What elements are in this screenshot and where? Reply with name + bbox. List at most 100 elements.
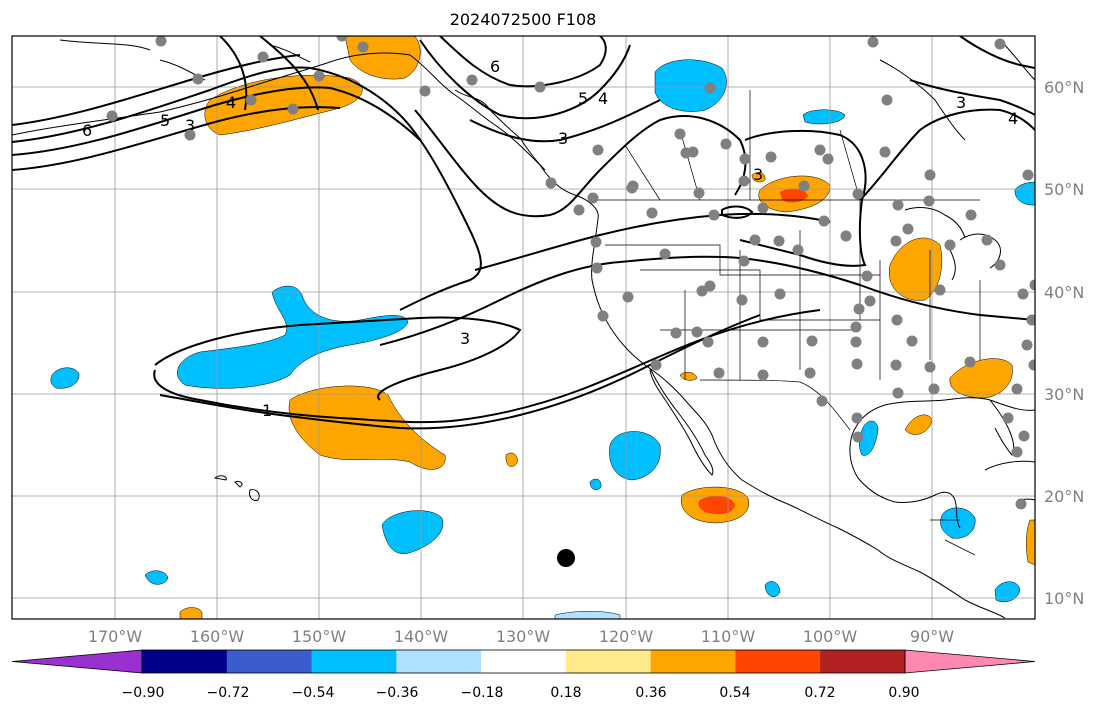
map-panel bbox=[12, 36, 1035, 619]
contour-label: 4 bbox=[598, 89, 608, 108]
station-marker bbox=[693, 187, 705, 199]
contour-label: 5 bbox=[578, 89, 588, 108]
contour-outer-north bbox=[12, 66, 482, 311]
contour-label: 1 bbox=[262, 401, 272, 420]
station-marker bbox=[184, 129, 196, 141]
contour-small-loop bbox=[721, 205, 754, 219]
lat-tick-label: 20°N bbox=[1044, 487, 1084, 506]
blue-patch-canada-north bbox=[654, 59, 727, 112]
lon-tick-label: 100°W bbox=[803, 627, 858, 646]
colorbar-segment bbox=[650, 650, 736, 673]
station-marker bbox=[890, 235, 902, 247]
colorbar-segment bbox=[565, 650, 652, 673]
station-marker bbox=[861, 270, 873, 282]
colorbar-segment bbox=[311, 650, 397, 673]
station-marker bbox=[890, 359, 902, 371]
station-marker bbox=[257, 51, 269, 63]
colorbar-tick-label: 0.72 bbox=[804, 685, 835, 701]
contour-ridge-ne-2 bbox=[259, 36, 319, 111]
latitude-labels: 10°N 20°N 30°N 40°N 50°N 60°N bbox=[1044, 78, 1084, 608]
station-marker bbox=[814, 144, 826, 156]
colorbar-tick-label: 0.54 bbox=[719, 685, 750, 701]
station-marker bbox=[1018, 430, 1030, 442]
station-marker bbox=[1017, 288, 1029, 300]
station-marker bbox=[765, 151, 777, 163]
contour-pacific-north bbox=[474, 212, 831, 271]
orange-patch-hawaii-ne bbox=[288, 385, 446, 470]
station-marker bbox=[816, 395, 828, 407]
station-marker bbox=[1002, 412, 1014, 424]
station-marker bbox=[934, 284, 946, 296]
lat-tick-label: 60°N bbox=[1044, 78, 1084, 97]
orange-patch-bottom bbox=[179, 607, 203, 619]
blue-patch-east-edge bbox=[1014, 181, 1035, 206]
station-marker bbox=[851, 412, 863, 424]
station-marker bbox=[738, 175, 750, 187]
lat-tick-label: 10°N bbox=[1044, 589, 1084, 608]
colorbar-segment bbox=[820, 650, 906, 673]
station-marker bbox=[736, 294, 748, 306]
station-marker bbox=[720, 138, 732, 150]
station-marker bbox=[622, 291, 634, 303]
lon-tick-label: 140°W bbox=[394, 627, 449, 646]
blue-patch-small-3 bbox=[764, 581, 781, 597]
map-title: 2024072500 F108 bbox=[449, 10, 597, 29]
station-marker bbox=[336, 36, 348, 42]
contour-label: 3 bbox=[753, 165, 763, 184]
lon-tick-label: 160°W bbox=[190, 627, 245, 646]
station-marker bbox=[106, 110, 118, 122]
station-marker bbox=[1028, 359, 1035, 371]
station-marker bbox=[738, 255, 750, 267]
station-marker bbox=[650, 359, 662, 371]
map-border bbox=[11, 35, 1036, 620]
contour-5-b bbox=[419, 39, 631, 120]
orange-patch-small-1 bbox=[505, 452, 518, 467]
station-marker bbox=[850, 321, 862, 333]
orange-patch-iowa bbox=[888, 237, 943, 301]
station-marker bbox=[902, 223, 914, 235]
station-marker bbox=[994, 259, 1006, 271]
coastlines bbox=[12, 39, 1035, 619]
lon-tick-label: 130°W bbox=[496, 627, 551, 646]
red-patch-dakotas bbox=[780, 188, 808, 203]
colorbar-labels: −0.90 −0.72 −0.54 −0.36 −0.18 0.18 0.36 … bbox=[122, 685, 920, 701]
station-marker bbox=[773, 235, 785, 247]
contour-label: 4 bbox=[1008, 109, 1018, 128]
station-marker bbox=[757, 369, 769, 381]
station-marker bbox=[1011, 383, 1023, 395]
political-borders bbox=[598, 90, 981, 556]
contour-3-central bbox=[379, 255, 1035, 346]
colorbar-tick-label: −0.18 bbox=[461, 685, 504, 701]
colorbar-tick-label: 0.36 bbox=[635, 685, 666, 701]
colorbar-tick-label: 0.90 bbox=[888, 685, 919, 701]
station-marker bbox=[892, 199, 904, 211]
red-patch-mexico-pacific bbox=[698, 495, 735, 515]
station-marker bbox=[597, 310, 609, 322]
station-marker bbox=[313, 70, 325, 82]
contour-label: 4 bbox=[226, 93, 236, 112]
station-marker bbox=[592, 144, 604, 156]
highlight-location-marker bbox=[557, 549, 575, 567]
colorbar-tick-label: −0.36 bbox=[376, 685, 419, 701]
station-marker bbox=[867, 36, 879, 48]
station-marker bbox=[944, 239, 956, 251]
lon-tick-label: 120°W bbox=[599, 627, 654, 646]
colorbar-segment bbox=[396, 650, 482, 673]
blue-patch-south-pacific bbox=[381, 510, 444, 554]
station-marker bbox=[891, 314, 903, 326]
lon-tick-label: 170°W bbox=[88, 627, 143, 646]
station-marker bbox=[964, 356, 976, 368]
station-marker bbox=[804, 367, 816, 379]
blue-patch-west bbox=[50, 367, 80, 389]
lon-tick-label: 90°W bbox=[910, 627, 954, 646]
station-marker bbox=[757, 202, 769, 214]
contour-label: 6 bbox=[490, 57, 500, 76]
blue-patch-caribbean bbox=[994, 581, 1021, 603]
station-marker bbox=[155, 36, 167, 47]
station-marker bbox=[906, 335, 918, 347]
colorbar-segment bbox=[142, 650, 228, 673]
lat-tick-label: 40°N bbox=[1044, 283, 1084, 302]
station-marker bbox=[822, 153, 834, 165]
lon-tick-label: 150°W bbox=[292, 627, 347, 646]
station-marker bbox=[853, 303, 865, 315]
